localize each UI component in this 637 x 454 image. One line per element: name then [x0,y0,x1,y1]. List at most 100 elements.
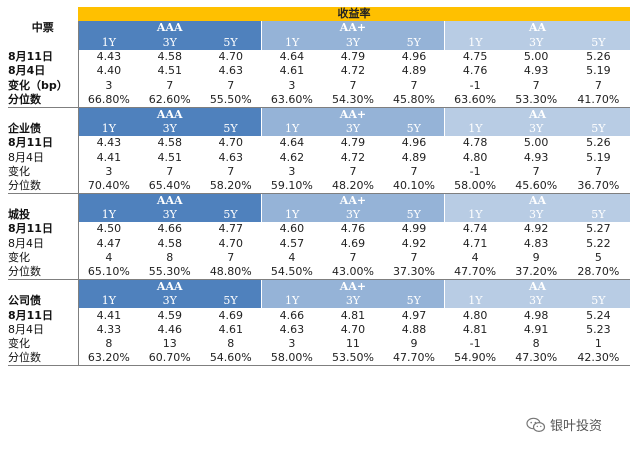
table-cell: 45.80% [383,92,445,108]
table-cell: 4 [105,251,113,264]
table-cell: 4.74 [462,222,488,236]
table-cell: 4.62 [279,150,305,164]
row-label: 分位数 [8,351,79,367]
tenor-header: 5Y [200,121,262,137]
table-cell: 4.89 [401,64,427,78]
table-cell: 54.60% [200,351,262,367]
row-label: 变化 [8,337,79,352]
tenor-header: 5Y [383,35,446,50]
rating-header: AA [444,279,630,295]
table-cell: 4.69 [218,308,244,322]
table-cell: 65.10% [78,265,140,281]
table-cell: 4.79 [340,136,366,150]
tenor-header: 5Y [200,294,262,309]
table-cell: 4.59 [157,308,182,322]
table-cell: 3 [288,78,296,92]
table-cell: 58.20% [200,178,262,194]
table-row: 变化 4 8 7 4 7 7 4 9 5 [8,250,630,266]
table-cell: 4.88 [401,322,427,336]
title-row: 收益率 [8,7,630,22]
table-cell: 7 [532,164,540,178]
table-cell: 9 [532,251,540,264]
rating-row: 中票 AAA AA+ AA [8,21,630,36]
table-cell: 7 [227,78,235,92]
table-cell: 4.77 [218,222,244,236]
table-cell: 28.70% [566,265,630,281]
table-cell: 4.91 [523,322,549,336]
tenor-header: 1Y [261,35,323,50]
table-cell: 59.10% [261,178,323,194]
table-cell: 58.00% [444,178,506,194]
table-cell: 5.19 [586,150,611,164]
table-cell: 5.24 [586,308,611,322]
tenor-row: 公司债 1Y 3Y 5Y 1Y 3Y 5Y 1Y 3Y 5Y [8,294,630,309]
table-cell: 60.70% [139,351,201,367]
tenor-header: 5Y [566,294,630,309]
table-cell: 53.30% [505,92,567,108]
tenor-header: 3Y [505,121,567,137]
table-cell: 4.61 [218,322,244,336]
table-cell: 4.51 [157,64,182,78]
table-cell: 40.10% [383,178,445,194]
row-label: 8月11日 [8,308,79,323]
table-cell: 5.23 [586,322,611,336]
tenor-header: 1Y [261,294,323,309]
watermark: 银叶投资 [526,415,602,434]
corner-cell [8,7,79,22]
table-cell: 4.64 [279,50,305,64]
table-cell: 66.80% [78,92,140,108]
tenor-header: 3Y [322,294,384,309]
table-cell: 54.50% [261,265,323,281]
table-cell: 7 [410,78,418,92]
rating-header: AA [444,107,630,122]
table-cell: 7 [227,164,235,178]
section-label: 城投 [8,207,79,223]
table-cell: 7 [532,78,540,92]
table-cell: 8 [166,251,174,264]
table-cell: 7 [227,251,235,264]
watermark-text: 银叶投资 [550,419,603,434]
table-cell: 4.43 [96,136,122,150]
table-cell: 4.81 [340,308,366,322]
table-cell: 7 [349,164,357,178]
table-cell: 4.69 [340,236,366,250]
table-row: 8月4日 4.41 4.51 4.63 4.62 4.72 4.89 4.80 4.93 5.19 [8,150,630,165]
table-row: 分位数 65.10% 55.30% 48.80% 54.50% 43.00% 37.30% 4… [8,265,630,281]
table-cell: 4.41 [96,150,122,164]
table-cell: 4 [288,251,296,264]
table-cell: 4.72 [340,64,366,78]
tenor-header: 1Y [444,121,506,137]
table-cell: 62.60% [139,92,201,108]
row-label: 分位数 [8,178,79,194]
tenor-header: 5Y [200,207,262,223]
table-row: 分位数 66.80% 62.60% 55.50% 63.60% 54.30% 45.80% 6… [8,92,630,108]
table-cell: 13 [162,337,177,351]
table-cell: 37.20% [505,265,567,281]
table-cell: 42.30% [566,351,630,367]
table-cell: 5.27 [586,222,611,236]
row-label: 分位数 [8,92,79,108]
table-cell: 4.58 [157,136,182,150]
table-cell: 4.76 [462,64,488,78]
table-row: 变化（bp） 3 7 7 3 7 7 -1 7 7 [8,78,630,93]
table-row: 变化 3 7 7 3 7 7 -1 7 7 [8,164,630,179]
row-label: 8月4日 [8,236,79,251]
table-cell: -1 [469,337,481,351]
table-cell: 4.96 [401,136,427,150]
table-cell: 54.30% [322,92,384,108]
table-cell: 9 [410,337,418,351]
table-cell: 65.40% [139,178,201,194]
table-cell: 4.93 [523,64,549,78]
section-label-spacer [8,279,79,295]
table-cell: 48.20% [322,178,384,194]
tenor-header: 3Y [505,294,567,309]
row-label: 8月11日 [8,49,79,65]
tenor-header: 5Y [566,121,630,137]
table-cell: 47.70% [383,351,445,367]
table-cell: 4.70 [340,322,366,336]
table-cell: 4.57 [279,236,305,250]
table-cell: 4.43 [96,50,122,64]
table-cell: 11 [345,337,360,351]
section-label-spacer [8,192,79,208]
tenor-header: 1Y [78,121,140,137]
